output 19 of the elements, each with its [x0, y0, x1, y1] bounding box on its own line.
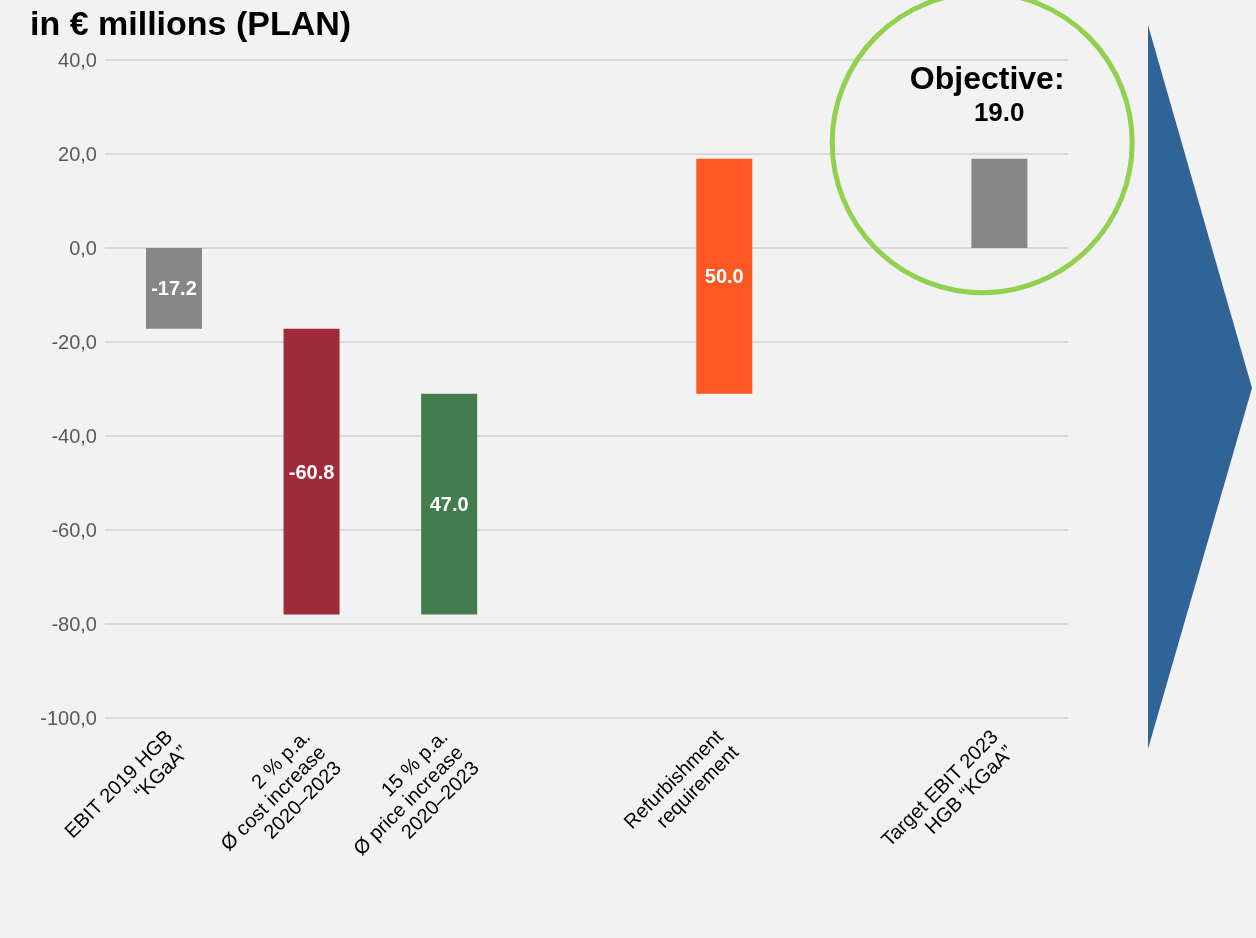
bar [971, 158, 1028, 248]
y-tick-label: 0,0 [69, 237, 97, 260]
y-tick-label: 20,0 [58, 143, 97, 166]
data-label: -60.8 [288, 460, 335, 483]
data-label: 50.0 [704, 265, 744, 288]
bar [283, 328, 340, 615]
y-tick-label: 40,0 [58, 49, 97, 72]
y-tick-label: -100,0 [40, 707, 97, 730]
bar [421, 393, 478, 615]
bar [146, 248, 202, 329]
annotation: Objective: 19.0 [909, 59, 1065, 127]
data-label: 47.0 [429, 493, 469, 516]
y-tick-label: -20,0 [51, 331, 97, 354]
bar [696, 158, 753, 394]
chart-title: in € millions (PLAN) [30, 4, 352, 43]
y-tick-label: -80,0 [51, 613, 97, 636]
data-label: -17.2 [151, 277, 197, 300]
y-tick-label: -60,0 [51, 519, 97, 542]
y-tick-label: -40,0 [51, 425, 97, 448]
